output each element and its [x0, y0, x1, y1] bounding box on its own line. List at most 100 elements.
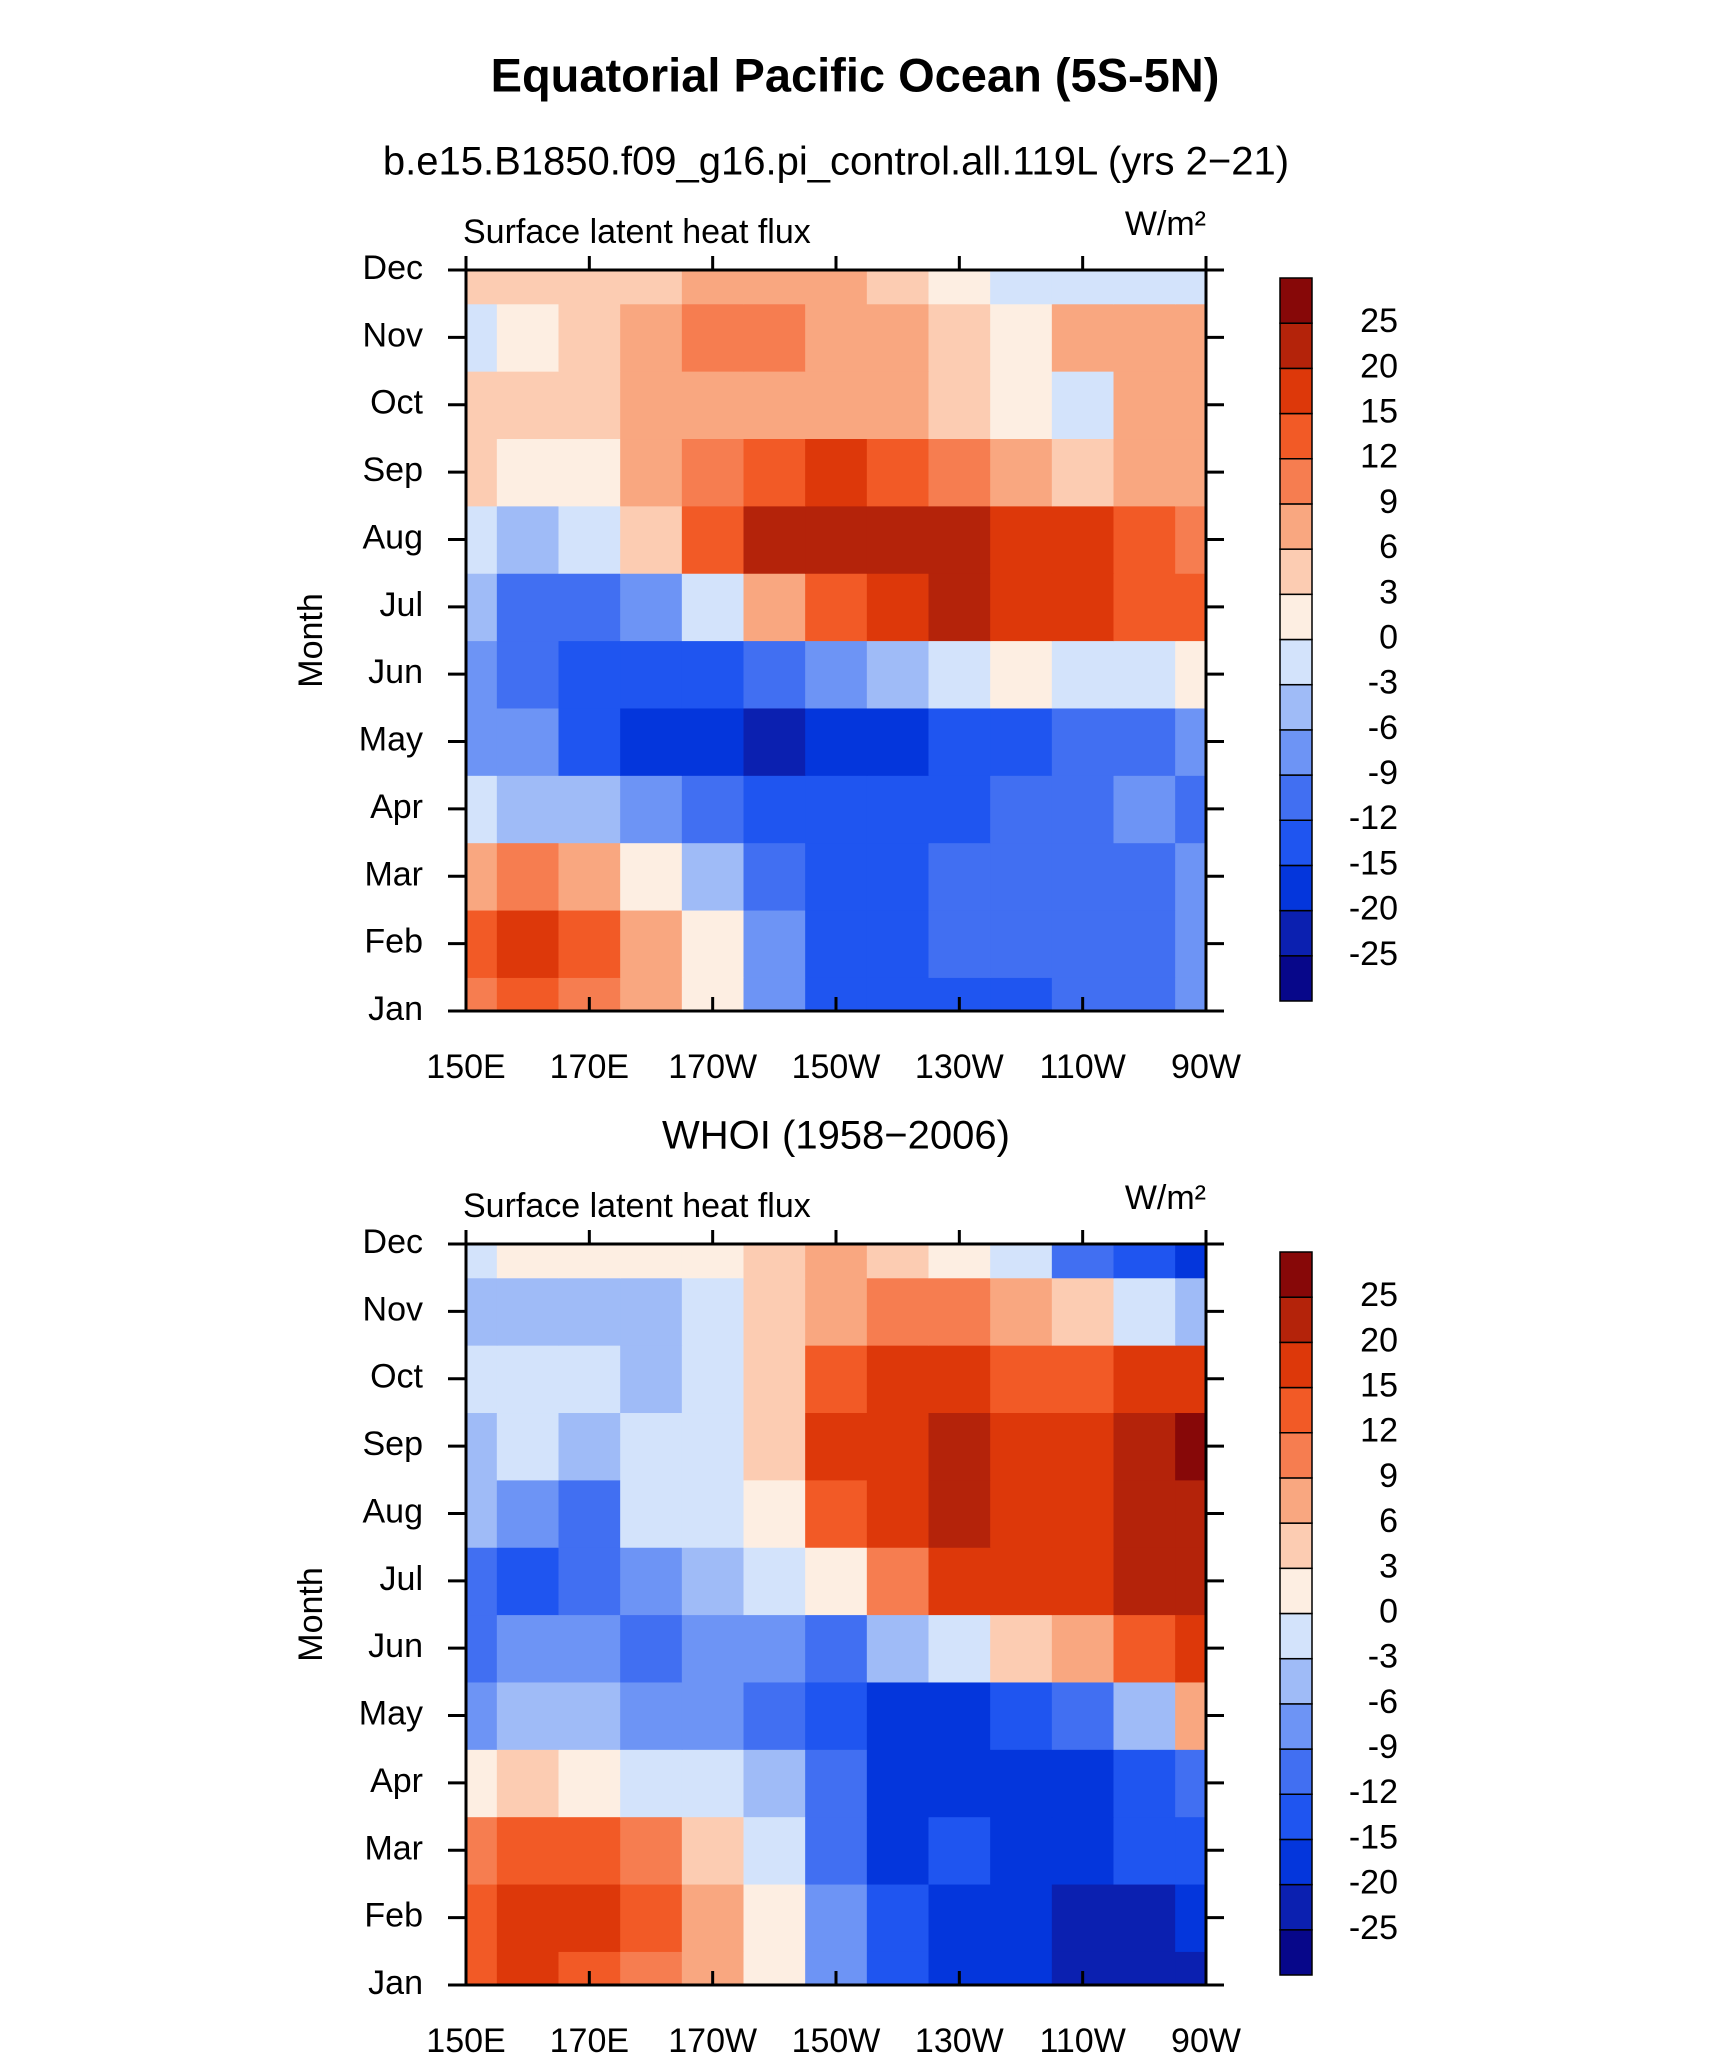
contour-cell [558, 842, 621, 911]
contour-cell [928, 1681, 991, 1750]
contour-cell [681, 1277, 745, 1346]
contour-cell [1175, 1547, 1206, 1616]
contour-cell [558, 1749, 621, 1818]
contour-cell [743, 573, 806, 642]
contour-cell [466, 1883, 498, 1952]
y-tick-label: Sep [363, 1425, 424, 1463]
colorbar-label: 15 [1360, 393, 1398, 431]
contour-cell [805, 1277, 868, 1346]
contour-cell [805, 1547, 868, 1616]
contour-cell [928, 270, 991, 305]
colorbar-box [1279, 1386, 1313, 1434]
colorbar-box [1279, 1567, 1313, 1615]
colorbar-label: 12 [1360, 1412, 1398, 1450]
y-tick-label: Apr [370, 788, 423, 826]
contour-cell [805, 1412, 868, 1481]
contour-cell [558, 1816, 621, 1885]
contour-cell [805, 1345, 868, 1414]
contour-cell [681, 1816, 745, 1885]
contour-cell [743, 1681, 806, 1750]
contour-cell [743, 1479, 806, 1548]
contour-cell [1113, 1412, 1176, 1481]
contour-cell [743, 1547, 806, 1616]
contour-cell [743, 1277, 806, 1346]
contour-cell [1175, 1749, 1206, 1818]
colorbar-label: -25 [1349, 1909, 1398, 1947]
contour-cell [681, 1614, 745, 1683]
contour-cell [620, 1614, 683, 1683]
contour-cell [1051, 775, 1115, 844]
contour-cell [866, 842, 930, 911]
units-label: W/m² [1125, 205, 1206, 243]
contour-cell [1175, 977, 1206, 1011]
y-tick-label: Mar [364, 855, 423, 893]
contour-cell [990, 640, 1053, 709]
contour-cell [1175, 438, 1206, 507]
contour-cell [681, 1681, 745, 1750]
contour-cell [743, 775, 806, 844]
contour-cell [681, 1345, 745, 1414]
colorbar-box [1279, 1341, 1313, 1389]
colorbar-label: 3 [1379, 573, 1398, 611]
colorbar-label: 25 [1360, 302, 1398, 340]
contour-cell [1175, 775, 1206, 844]
variable-label: Surface latent heat flux [463, 213, 811, 251]
x-tick-label: 150E [426, 2022, 505, 2060]
colorbar-box [1279, 638, 1313, 686]
contour-cell [681, 775, 745, 844]
colorbar-label: -25 [1349, 935, 1398, 973]
contour-cell [1051, 1345, 1115, 1414]
contour-cell [866, 1749, 930, 1818]
contour-cell [466, 909, 498, 978]
contour-cell [466, 371, 498, 440]
contour-cell [466, 707, 498, 776]
contour-cell [743, 505, 806, 574]
contour-cell [1175, 371, 1206, 440]
contour-cell [990, 270, 1053, 305]
contour-cell [558, 1244, 621, 1279]
colorbar-box [1279, 1703, 1313, 1750]
colorbar-label: -20 [1349, 890, 1398, 928]
figure-title: Equatorial Pacific Ocean (5S-5N) [491, 48, 1220, 101]
contour-cell [805, 1244, 868, 1279]
contour-cell [928, 707, 991, 776]
y-tick-label: Feb [364, 1897, 423, 1935]
contour-cell [466, 977, 498, 1011]
contour-cell [866, 1244, 930, 1279]
contour-cell [866, 707, 930, 776]
contour-cell [1175, 707, 1206, 776]
contour-cell [990, 1951, 1053, 1985]
x-tick-label: 170W [668, 1048, 757, 1086]
contour-cell [1051, 438, 1115, 507]
contour-cell [1051, 1412, 1115, 1481]
contour-cell [805, 1816, 868, 1885]
colorbar-box [1279, 1793, 1313, 1841]
contour-cell [681, 505, 745, 574]
contour-cell [1051, 1749, 1115, 1818]
colorbar-box [1279, 593, 1313, 641]
contour-cell [1175, 1277, 1206, 1346]
contour-cell [1175, 909, 1206, 978]
contour-cell [1051, 707, 1115, 776]
contour-cell [866, 270, 930, 305]
contour-cell [620, 1244, 683, 1279]
colorbar-box [1279, 955, 1313, 1002]
contour-cell [1113, 1951, 1176, 1985]
contour-cell [928, 640, 991, 709]
contour-cell [866, 1277, 930, 1346]
contour-cell [496, 1749, 560, 1818]
contour-cell [681, 1883, 745, 1952]
contour-cell [866, 1816, 930, 1885]
contour-cell [466, 1244, 498, 1279]
contour-cell [866, 640, 930, 709]
contour-cell [620, 1749, 683, 1818]
contour-cell [990, 977, 1053, 1011]
contour-cell [1113, 775, 1176, 844]
colorbar-label: 20 [1360, 1321, 1398, 1359]
y-tick-label: Sep [363, 451, 424, 489]
contour-cell [681, 573, 745, 642]
colorbar-box [1279, 909, 1313, 957]
contour-cell [1051, 371, 1115, 440]
y-tick-label: Jul [380, 1560, 423, 1598]
contour-cell [805, 909, 868, 978]
